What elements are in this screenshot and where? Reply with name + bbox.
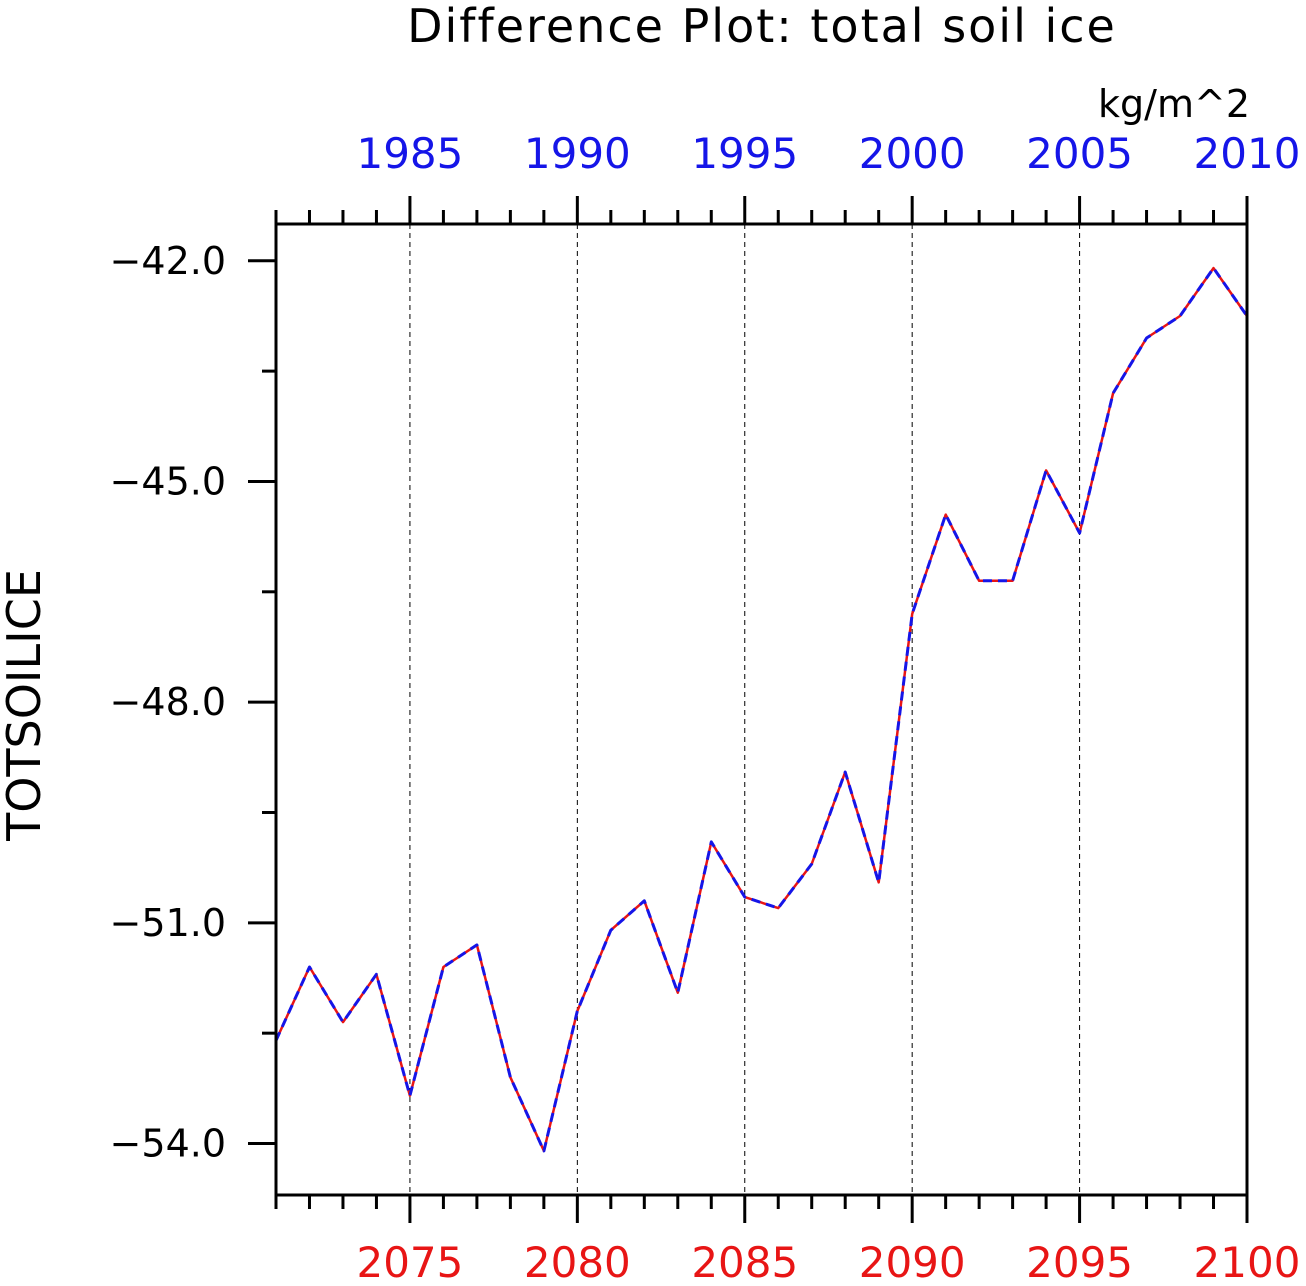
plot-frame [274,222,1249,1197]
series-group [274,266,1249,1153]
x-bottom-tick-label: 2100 [1194,1238,1301,1286]
grid-lines [409,224,1081,1195]
y-tick-label: −51.0 [110,901,226,945]
x-bottom-tick-label: 2080 [524,1238,631,1286]
x-top-tick-label: 1985 [356,129,463,178]
series-line-2 [274,266,1249,1153]
x-bottom-tick-label: 2090 [859,1238,966,1286]
x-top-tick-label: 2000 [859,129,966,178]
y-tick-label: −54.0 [110,1122,226,1166]
x-top-tick-label: 2010 [1194,129,1301,178]
series-line-1 [274,266,1249,1153]
x-top-tick-label: 1990 [524,129,631,178]
chart-title: Difference Plot: total soil ice [407,0,1117,53]
x-bottom-tick-label: 2085 [691,1238,798,1286]
x-top-tick-label: 1995 [691,129,798,178]
y-axis-label: TOTSOILICE [0,569,51,842]
x-bottom-tick-label: 2075 [356,1238,463,1286]
y-tick-label: −48.0 [110,680,226,724]
x-top-tick-label: 2005 [1026,129,1133,178]
y-tick-label: −42.0 [110,239,226,283]
y-tick-label: −45.0 [110,459,226,503]
axes: 2075 2080 2085 2090 2095 2100 1985 1990 1995 2000… [110,129,1301,1286]
units-label: kg/m^2 [1098,82,1250,126]
x-bottom-tick-label: 2095 [1026,1238,1133,1286]
